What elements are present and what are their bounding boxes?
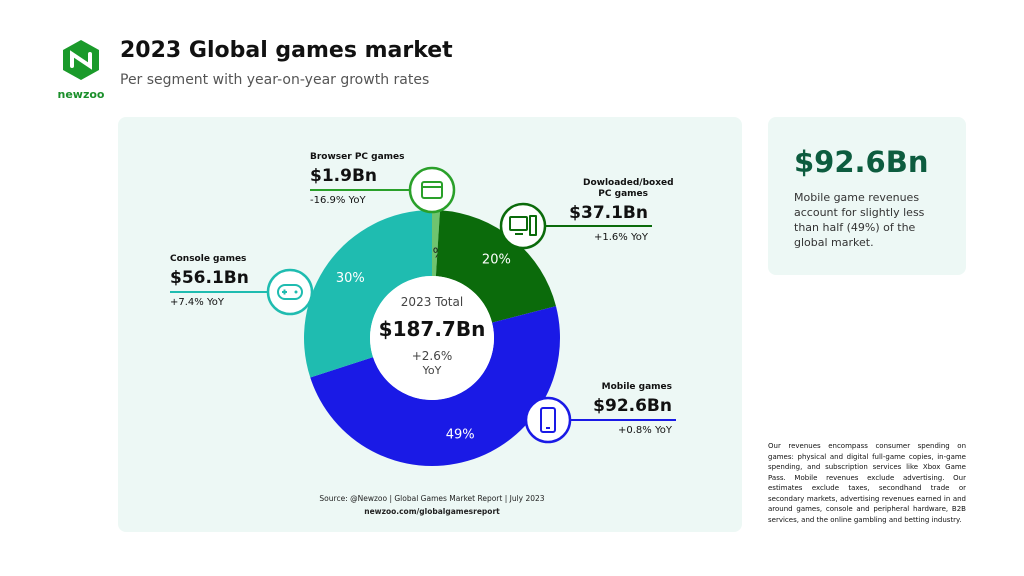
icon-shape xyxy=(540,407,556,433)
callout-name: Dowloaded/boxed PC games xyxy=(583,178,674,199)
icon-ring xyxy=(499,202,547,250)
callout-growth: +7.4% YoY xyxy=(170,297,224,308)
segment-icon xyxy=(524,396,572,444)
callout-revenue: $37.1Bn xyxy=(569,203,648,223)
title: 2023 Global games market xyxy=(120,38,453,63)
callout: Browser PC games $1.9Bn -16.9% YoY xyxy=(310,152,430,206)
slice-label: 20% xyxy=(482,253,511,268)
icon-ring xyxy=(524,396,572,444)
segment-icon xyxy=(499,202,547,250)
slice xyxy=(432,210,441,277)
callout-revenue: $92.6Bn xyxy=(593,396,672,416)
slice xyxy=(304,210,432,378)
center-total: $187.7Bn xyxy=(379,317,486,341)
callout-name: Console games xyxy=(170,254,247,264)
slice-label: 30% xyxy=(336,271,365,286)
icon-shape xyxy=(529,215,537,236)
subtitle: Per segment with year-on-year growth rat… xyxy=(120,72,430,88)
callout: Mobile games $92.6Bn +0.8% YoY xyxy=(560,382,672,436)
source-text: Source: @Newzoo | Global Games Market Re… xyxy=(319,494,545,503)
source-url: newzoo.com/globalgamesreport xyxy=(364,507,500,516)
icon-ring xyxy=(408,166,456,214)
highlight-value: $92.6Bn xyxy=(794,145,929,179)
callout-growth: +1.6% YoY xyxy=(594,232,648,243)
icon-shape xyxy=(421,181,443,199)
callout-name: Mobile games xyxy=(601,382,672,392)
slice xyxy=(435,210,556,323)
callout-revenue: $1.9Bn xyxy=(310,166,378,186)
icon-shape xyxy=(509,216,528,231)
footnote: Our revenues encompass consumer spending… xyxy=(768,442,966,524)
slice-label: 49% xyxy=(446,427,475,442)
logo-text: newzoo xyxy=(57,88,105,101)
center-label: 2023 Total xyxy=(401,295,463,309)
callout-growth: -16.9% YoY xyxy=(310,195,366,206)
callout: Dowloaded/boxed PC games $37.1Bn +1.6% YoY xyxy=(548,178,674,243)
callout-name: Browser PC games xyxy=(310,152,405,162)
icon-shape xyxy=(294,290,298,294)
icon-shape xyxy=(277,284,303,300)
center-growth-unit: YoY xyxy=(422,364,442,377)
highlight-text: Mobile game revenues account for slightl… xyxy=(794,191,925,249)
source: Source: @Newzoo | Global Games Market Re… xyxy=(262,492,602,518)
segment-icon xyxy=(266,268,314,316)
donut-hole xyxy=(370,276,494,400)
callout-revenue: $56.1Bn xyxy=(170,268,249,288)
highlight-panel xyxy=(768,117,966,275)
segment-icon xyxy=(408,166,456,214)
slice xyxy=(310,306,560,466)
callout-growth: +0.8% YoY xyxy=(618,425,672,436)
logo-icon xyxy=(63,40,99,80)
center-growth: +2.6% xyxy=(412,349,453,363)
icon-ring xyxy=(266,268,314,316)
callout: Console games $56.1Bn +7.4% YoY xyxy=(170,254,290,308)
